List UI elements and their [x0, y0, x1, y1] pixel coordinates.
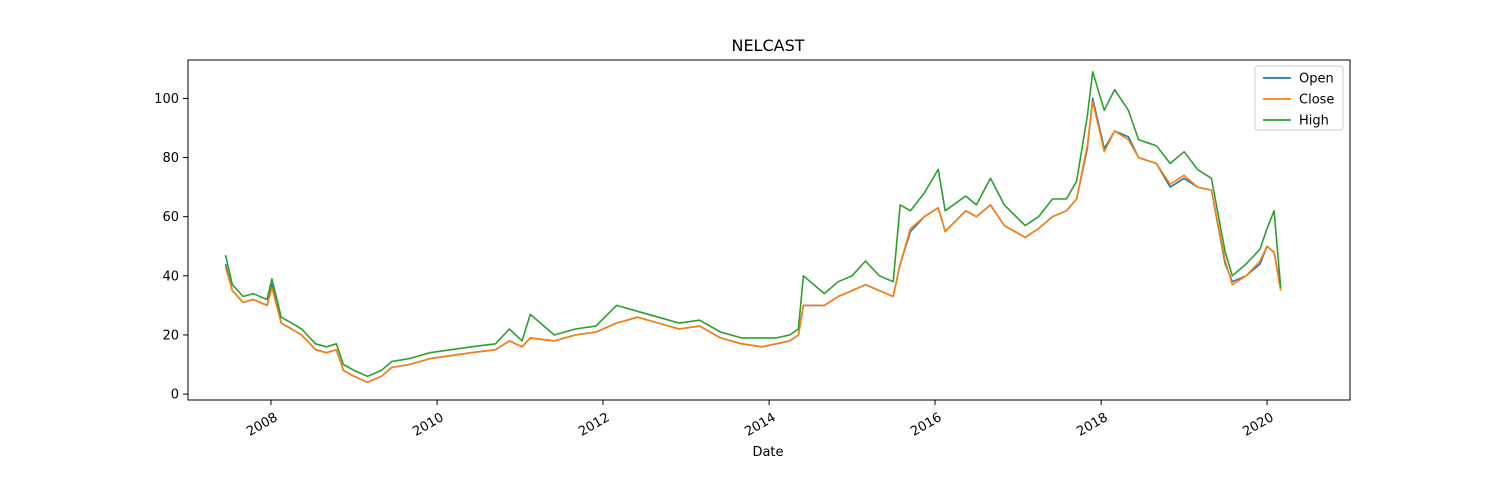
x-tick-label: 2014	[742, 410, 778, 440]
plot-frame	[187, 59, 1351, 401]
y-tick-label: 40	[162, 269, 179, 284]
y-tick-label: 20	[162, 328, 179, 343]
x-tick-label: 2016	[908, 410, 944, 440]
x-tick-label: 2020	[1240, 410, 1276, 440]
legend-box	[1254, 65, 1344, 131]
legend-label-close: Close	[1299, 93, 1334, 108]
legend-label-open: Open	[1299, 72, 1334, 87]
x-axis: 2008 2010 2012 2014 2016 2018 2020	[244, 400, 1277, 440]
plot-lines	[224, 71, 1282, 384]
x-tick-label: 2018	[1074, 410, 1110, 440]
x-tick-label: 2012	[576, 410, 612, 440]
legend: Open Close High	[1254, 65, 1344, 131]
y-tick-label: 60	[162, 210, 179, 225]
y-axis: 0 20 40 60 80 100	[154, 92, 188, 403]
y-tick-label: 80	[162, 151, 179, 166]
x-tick-label: 2008	[244, 410, 280, 440]
x-tick-label: 2010	[410, 410, 446, 440]
x-axis-label: Date	[752, 445, 783, 460]
series-line-close	[224, 100, 1282, 384]
series-line-high	[224, 71, 1282, 378]
chart-title: NELCAST	[731, 36, 804, 55]
legend-label-high: High	[1299, 114, 1329, 129]
y-tick-label: 0	[171, 388, 179, 403]
y-tick-label: 100	[154, 92, 179, 107]
series-line-open	[224, 97, 1282, 384]
